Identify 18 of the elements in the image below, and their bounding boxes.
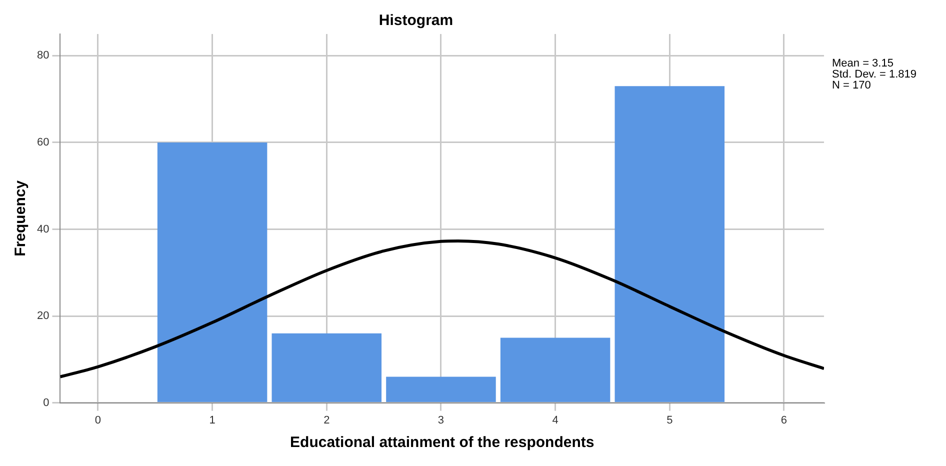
x-tick-label: 6 — [780, 414, 788, 426]
x-axis-title: Educational attainment of the respondents — [290, 434, 594, 452]
y-tick-label: 60 — [36, 136, 50, 148]
text: Std. Dev. = 1.819 — [832, 68, 916, 81]
y-axis-title: Frequency — [12, 180, 30, 256]
y-tick-label: 80 — [36, 50, 50, 62]
x-tick-label: 3 — [438, 414, 444, 426]
x-tick-label: 5 — [666, 414, 673, 426]
x-tick-label: 2 — [324, 414, 330, 426]
x-tick-label: 4 — [552, 414, 558, 426]
chart-title: Histogram — [378, 12, 454, 30]
text: N = 170 — [832, 80, 871, 92]
y-tick-label: 0 — [43, 396, 50, 409]
text: Mean = 3.15 — [832, 58, 894, 70]
y-tick-label: 40 — [36, 223, 50, 236]
x-tick-label: 1 — [209, 414, 216, 426]
x-tick-label: 0 — [94, 414, 102, 426]
y-tick-label: 20 — [36, 310, 50, 322]
